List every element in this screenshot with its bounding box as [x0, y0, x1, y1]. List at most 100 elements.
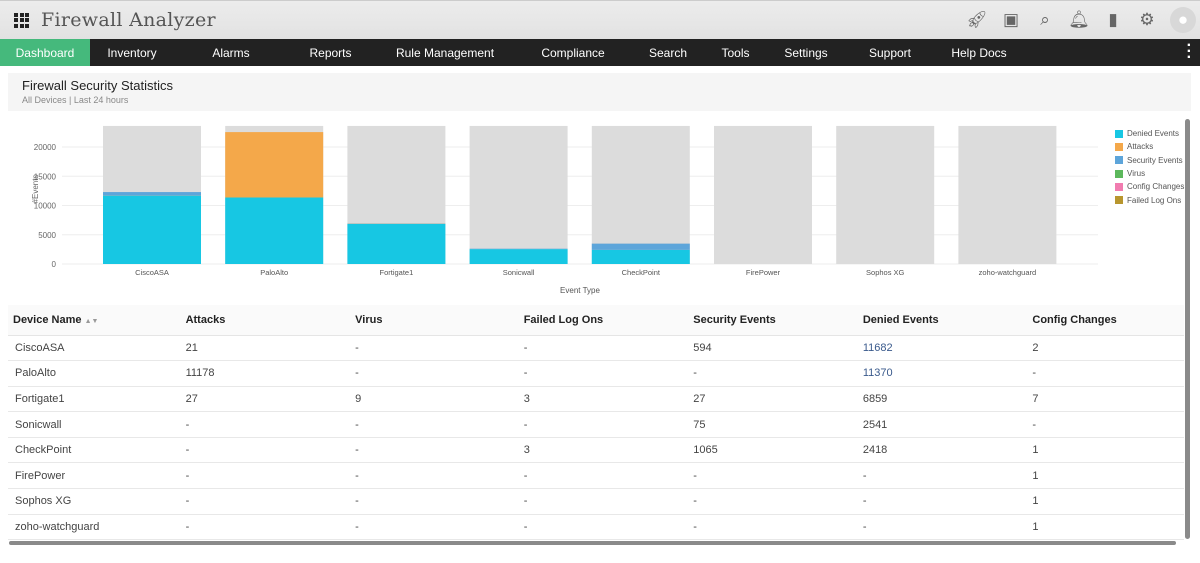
nav-reports[interactable]: Reports — [309, 45, 352, 60]
vertical-scrollbar[interactable] — [1185, 119, 1190, 539]
x-tick-label: CheckPoint — [622, 268, 661, 277]
column-header-device-name[interactable]: Device Name ▲▼ — [8, 305, 180, 336]
cell-device-name: PaloAlto — [8, 360, 180, 387]
cell-security-events: - — [687, 488, 857, 515]
app-title: Firewall Analyzer — [41, 9, 216, 31]
column-header-label: Virus — [355, 313, 383, 326]
column-header-virus[interactable]: Virus — [349, 305, 518, 336]
cell-attacks: - — [179, 462, 350, 490]
nav-search[interactable]: Search — [648, 45, 688, 60]
legend-swatch — [1115, 182, 1123, 191]
cell-virus: - — [349, 360, 518, 387]
cell-virus: - — [349, 514, 518, 541]
bar-segment-security-events — [591, 243, 690, 250]
cell-denied-events: 2418 — [856, 437, 1027, 464]
legend-label: Security Events — [1127, 155, 1183, 165]
table-row[interactable]: CiscoASA 21- -594 11682 2 — [8, 335, 1184, 362]
cell-attacks: - — [179, 514, 350, 541]
nav-settings[interactable]: Settings — [784, 45, 828, 60]
panel-title: Firewall Security Statistics — [22, 78, 173, 93]
x-tick-label: CiscoASA — [135, 268, 169, 277]
table-row[interactable]: zoho-watchguard - - - - -1 — [8, 514, 1184, 541]
cell-denied-events: 6859 — [856, 386, 1027, 413]
cell-device-name: Fortigate1 — [8, 386, 180, 413]
cell-config-changes: 2 — [1026, 335, 1184, 362]
x-tick-label: Fortigate1 — [380, 268, 414, 277]
bar-background — [836, 125, 935, 264]
legend-item[interactable]: Config Changes — [1115, 180, 1184, 193]
cell-failed-log-ons: - — [517, 462, 688, 490]
cell-config-changes: - — [1026, 360, 1184, 387]
legend-label: Virus — [1127, 169, 1146, 179]
y-axis-label: #Events — [31, 175, 40, 204]
cell-attacks: - — [179, 437, 350, 464]
column-header-label: Security Events — [693, 313, 776, 326]
app-grid-icon[interactable] — [14, 12, 29, 28]
table-row[interactable]: Sophos XG - - - - -1 — [8, 488, 1184, 515]
cell-security-events: - — [687, 360, 857, 387]
cell-virus: - — [349, 488, 518, 515]
nav-rule-management[interactable]: Rule Management — [395, 45, 495, 60]
y-tick-label: 20000 — [34, 143, 57, 152]
column-header-security-events[interactable]: Security Events — [687, 305, 857, 336]
rocket-icon[interactable]: 🚀︎ — [966, 10, 988, 29]
nav-alarms[interactable]: Alarms — [212, 45, 250, 60]
bar-segment-attacks — [225, 132, 324, 198]
legend-swatch — [1115, 156, 1123, 165]
legend-item[interactable]: Security Events — [1115, 154, 1184, 167]
column-header-failed-log-ons[interactable]: Failed Log Ons — [517, 305, 688, 336]
cell-virus: - — [349, 437, 518, 464]
x-tick-label: Sonicwall — [503, 268, 535, 277]
cell-virus: - — [349, 411, 518, 438]
stacked-bar-chart: 0 5000 10000 15000 20000 #Events Event Type Cis… — [31, 125, 1098, 295]
column-header-label: Config Changes — [1032, 313, 1117, 326]
cell-security-events: 594 — [687, 335, 857, 362]
horizontal-scrollbar[interactable] — [9, 541, 1176, 545]
nav-tools[interactable]: Tools — [721, 45, 750, 60]
bar-segment-denied-events — [347, 223, 446, 264]
nav-dashboard[interactable]: Dashboard — [0, 39, 90, 66]
cell-security-events: 75 — [687, 411, 857, 438]
cell-failed-log-ons: - — [517, 360, 688, 387]
chart-legend: Denied Events Attacks Security Events Virus… — [1115, 127, 1184, 207]
cell-denied-events: 2541 — [856, 411, 1027, 438]
table-row[interactable]: Fortigate1 27 9 3 27 6859 7 — [8, 386, 1184, 413]
legend-item[interactable]: Attacks — [1115, 140, 1184, 153]
y-tick-label: 5000 — [38, 231, 56, 240]
cell-config-changes: 1 — [1026, 462, 1184, 490]
nav-compliance[interactable]: Compliance — [541, 45, 605, 60]
bell-icon[interactable]: 🔔︎ — [1068, 10, 1090, 29]
cell-config-changes: 1 — [1026, 488, 1184, 515]
more-menu-icon[interactable]: · · · — [1186, 37, 1192, 66]
bar-segment-denied-events — [103, 195, 201, 264]
x-axis-label: Event Type — [560, 286, 600, 295]
ticket-icon[interactable]: ▮ — [1108, 10, 1118, 29]
nav-inventory[interactable]: Inventory — [107, 45, 157, 60]
column-header-attacks[interactable]: Attacks — [179, 305, 350, 336]
bar-background — [591, 125, 690, 264]
cell-failed-log-ons: - — [517, 335, 688, 362]
table-row[interactable]: FirePower - - - - -1 — [8, 462, 1184, 490]
legend-item[interactable]: Virus — [1115, 167, 1184, 180]
table-row[interactable]: CheckPoint - -3 1065 2418 1 — [8, 437, 1184, 464]
user-avatar-icon[interactable]: ● — [1170, 7, 1196, 33]
search-icon[interactable]: ⌕ — [1040, 10, 1050, 29]
cell-device-name: zoho-watchguard — [8, 514, 180, 541]
column-header-denied-events[interactable]: Denied Events — [856, 305, 1027, 336]
column-header-config-changes[interactable]: Config Changes — [1026, 305, 1184, 336]
bar-segment-denied-events — [591, 249, 690, 264]
legend-item[interactable]: Denied Events — [1115, 127, 1184, 140]
nav-support[interactable]: Support — [868, 45, 912, 60]
x-tick-label: Sophos XG — [866, 268, 905, 277]
y-tick-label: 15000 — [34, 172, 57, 181]
table-row[interactable]: PaloAlto 11178- - -11370- — [8, 360, 1184, 387]
presentation-icon[interactable]: ▣ — [1002, 10, 1020, 29]
column-header-label: Attacks — [185, 313, 226, 326]
table-row[interactable]: Sonicwall - - -75 2541- — [8, 411, 1184, 438]
cell-security-events: - — [687, 462, 857, 490]
legend-item[interactable]: Failed Log Ons — [1115, 193, 1184, 206]
sort-icon[interactable]: ▲▼ — [84, 317, 99, 325]
bar-segment-denied-events — [469, 249, 568, 264]
nav-help-docs[interactable]: Help Docs — [951, 45, 1007, 60]
gear-icon[interactable]: ⚙ — [1139, 10, 1155, 29]
